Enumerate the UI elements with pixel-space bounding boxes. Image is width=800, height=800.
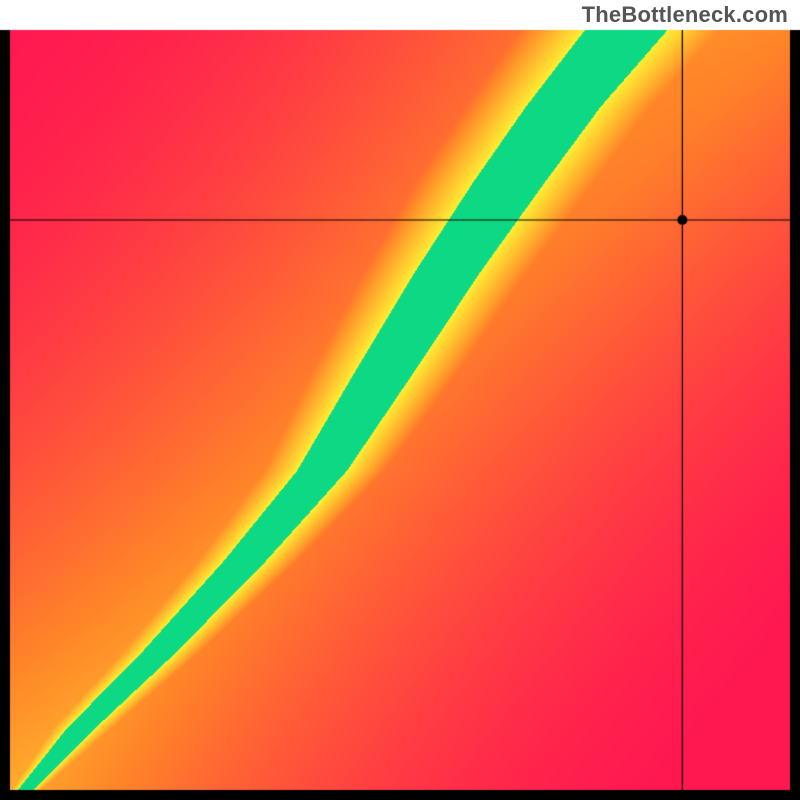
chart-container: TheBottleneck.com <box>0 0 800 800</box>
heatmap-canvas <box>0 0 800 800</box>
watermark-text: TheBottleneck.com <box>582 2 788 28</box>
